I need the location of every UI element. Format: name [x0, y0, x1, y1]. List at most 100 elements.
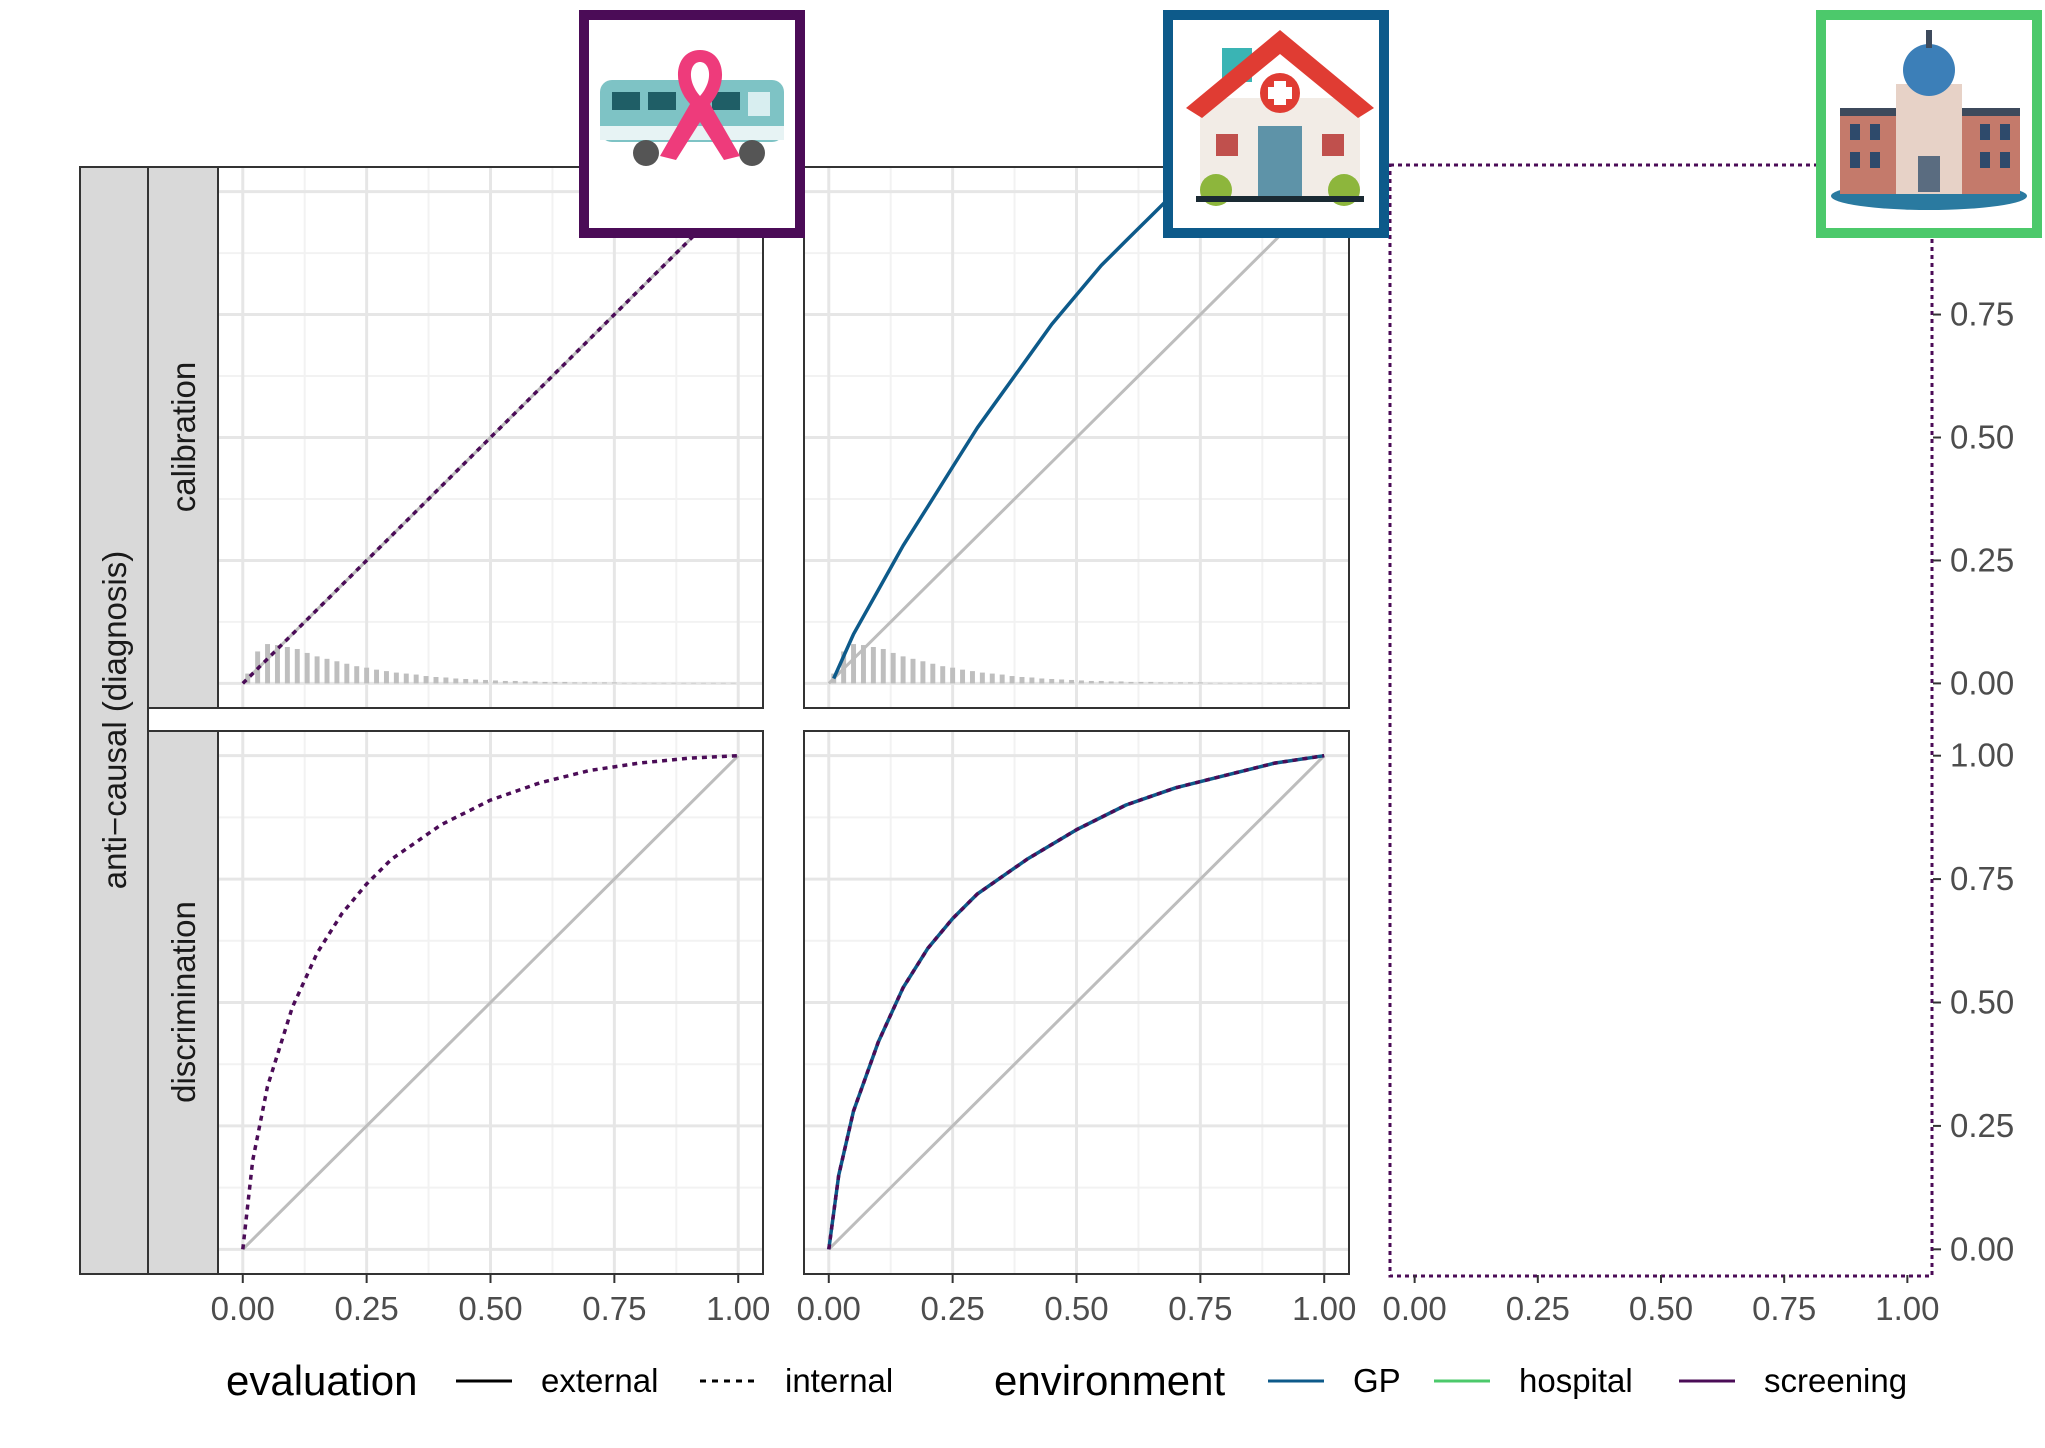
histogram-bar — [265, 644, 271, 684]
histogram-bar — [1039, 678, 1045, 684]
x-tick-label: 0.50 — [458, 1290, 522, 1327]
histogram-bar — [910, 658, 916, 684]
x-tick-label: 0.50 — [1629, 1290, 1693, 1327]
y-tick-label: 0.00 — [1950, 1230, 2014, 1267]
legend-evaluation-title: evaluation — [226, 1357, 417, 1404]
legend-label-gp: GP — [1353, 1362, 1401, 1399]
histogram-bar — [344, 663, 350, 684]
outer-row-strip-label: anti−causal (diagnosis) — [96, 551, 133, 889]
series-screening-internal — [827, 753, 1325, 1250]
x-tick-label: 0.75 — [1168, 1290, 1232, 1327]
panel-discrimination-screening — [217, 730, 764, 1275]
y-tick-label: 0.50 — [1950, 984, 2014, 1021]
histogram-bar — [453, 678, 459, 684]
histogram-bar — [1178, 682, 1184, 684]
histogram-bar — [940, 666, 946, 684]
histogram-bar — [1148, 681, 1154, 684]
x-tick-label: 0.25 — [921, 1290, 985, 1327]
row-strip-discrimination — [147, 730, 219, 1275]
legend-label-screening: screening — [1764, 1362, 1907, 1399]
histogram-bar — [1118, 681, 1124, 684]
histogram-bar — [274, 645, 280, 684]
row-strips: anti−causal (diagnosis) calibration disc… — [79, 166, 219, 1275]
hospital-icon — [1816, 10, 2042, 238]
panel-discrimination-gp — [803, 730, 1350, 1275]
panel-border — [803, 166, 1350, 709]
histogram-bar — [463, 678, 469, 684]
panel-border — [803, 730, 1350, 1275]
histogram-bar — [572, 682, 578, 684]
histogram-bar — [374, 669, 380, 684]
histogram-bar — [969, 671, 975, 684]
panel-series — [241, 753, 739, 1250]
histogram-bar — [413, 674, 419, 684]
histogram-bar — [364, 667, 370, 684]
y-tick-label: 1.00 — [1950, 737, 2014, 774]
histogram-bar — [542, 681, 548, 684]
x-tick-label: 0.75 — [582, 1290, 646, 1327]
histogram-bar — [294, 648, 300, 684]
x-tick-label: 1.00 — [1292, 1290, 1356, 1327]
histogram-bar — [354, 666, 360, 684]
x-tick-labels: 0.00 0.25 0.50 0.75 1.00 0.00 0.25 0.50 0.75 1.00… — [211, 1275, 1939, 1327]
reference-diagonal — [241, 754, 740, 1251]
histogram-bar — [423, 676, 429, 684]
x-tick-label: 0.75 — [1752, 1290, 1816, 1327]
histogram-bar — [880, 648, 886, 684]
screening-icon — [579, 10, 805, 238]
histogram-bar — [552, 681, 558, 684]
histogram-bar — [592, 682, 598, 684]
histogram-bar — [582, 682, 588, 684]
legend-label-external: external — [541, 1362, 658, 1399]
histogram-bar — [334, 661, 340, 684]
x-tick-label: 0.00 — [211, 1290, 275, 1327]
series-screening-internal — [241, 753, 739, 1250]
histogram-bar — [1158, 682, 1164, 684]
histogram-bar — [950, 667, 956, 684]
histogram-bar — [492, 680, 498, 684]
row-strip-calibration-label: calibration — [165, 362, 202, 512]
y-tick-label: 0.75 — [1950, 296, 2014, 333]
histogram-bar — [1098, 680, 1104, 684]
histogram-bar — [1197, 682, 1203, 684]
histogram-bar — [393, 672, 399, 684]
histogram-bar — [960, 669, 966, 684]
reference-diagonal — [827, 754, 1326, 1251]
histogram-bar — [304, 652, 310, 684]
histogram-bar — [601, 682, 607, 684]
legend-environment-title: environment — [994, 1357, 1225, 1404]
histogram-bar — [1088, 680, 1094, 684]
x-tick-label: 0.00 — [797, 1290, 861, 1327]
y-tick-label: 0.75 — [1950, 860, 2014, 897]
histogram-bar — [999, 674, 1005, 684]
histogram-bar — [1108, 681, 1114, 684]
histogram-bar — [1078, 680, 1084, 684]
histogram-bar — [1029, 677, 1035, 684]
panel-border — [217, 166, 764, 709]
x-tick-label: 0.25 — [1506, 1290, 1570, 1327]
histogram-bar — [1069, 679, 1075, 684]
histogram-bar — [433, 677, 439, 684]
legend-label-internal: internal — [785, 1362, 893, 1399]
x-tick-label: 1.00 — [706, 1290, 770, 1327]
reference-diagonal — [827, 190, 1326, 685]
histogram-bar — [1019, 677, 1025, 684]
histogram-bar — [979, 672, 985, 684]
histogram-bar — [1187, 682, 1193, 684]
histogram-bar — [1059, 679, 1065, 684]
panel-border — [217, 730, 764, 1275]
y-tick-label: 0.50 — [1950, 419, 2014, 456]
x-tick-label: 0.00 — [1383, 1290, 1447, 1327]
histogram-bar — [1138, 681, 1144, 684]
x-tick-label: 0.25 — [335, 1290, 399, 1327]
histogram-bar — [930, 663, 936, 684]
histogram-bar — [1168, 682, 1174, 684]
histogram-bar — [1009, 676, 1015, 684]
outer-row-strip — [79, 166, 149, 1275]
y-tick-labels: 0.00 0.25 0.50 0.75 0.00 0.25 0.50 0.75 1.00 — [1933, 296, 2014, 1267]
gp-clinic-icon — [1163, 10, 1389, 238]
histogram-bar — [562, 681, 568, 684]
x-tick-label: 1.00 — [1875, 1290, 1939, 1327]
legend: evaluation external internal environment… — [226, 1357, 1907, 1404]
histogram-bar — [443, 677, 449, 684]
